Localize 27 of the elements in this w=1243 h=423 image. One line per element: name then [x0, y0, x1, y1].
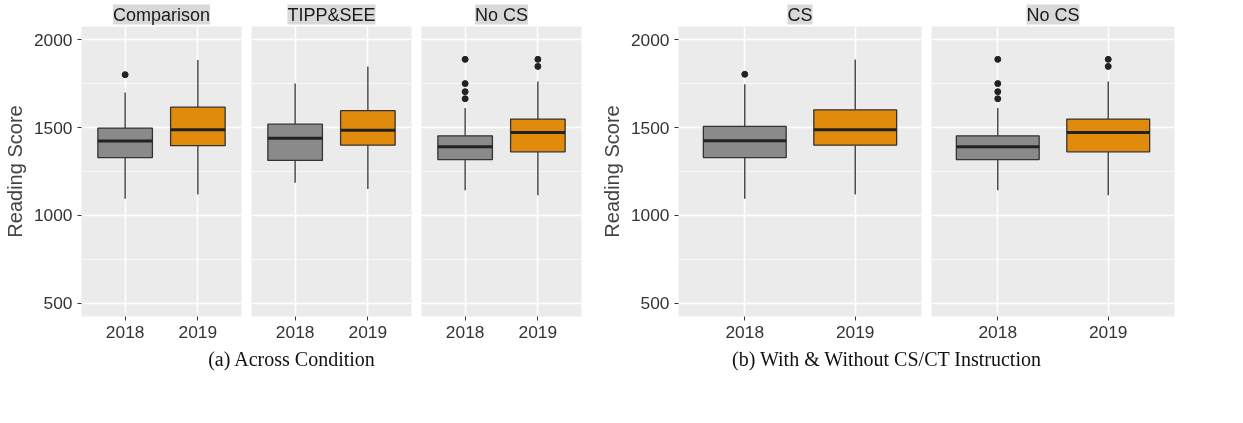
y-tick-label: 500 — [43, 293, 73, 314]
x-tick-label: 2019 — [518, 321, 558, 342]
chart-title: TIPP&SEE — [287, 4, 376, 25]
x-tick-label: 2018 — [105, 321, 145, 342]
y-tick-label: 1000 — [33, 205, 73, 226]
x-tick-label: 2019 — [348, 321, 388, 342]
y-tick-label: 1500 — [33, 117, 73, 138]
x-tick-label: 2018 — [275, 321, 315, 342]
y-tick-label: 2000 — [630, 29, 670, 50]
chart-title: CS — [787, 4, 813, 25]
y-tick-label: 2000 — [33, 29, 73, 50]
x-tick-label: 2018 — [978, 321, 1018, 342]
y-tick-label: 1000 — [630, 205, 670, 226]
x-tick-label: 2019 — [1088, 321, 1128, 342]
x-tick-label: 2019 — [178, 321, 218, 342]
y-axis-title: Reading Score — [600, 105, 623, 238]
text: (a) Across Condition — [208, 347, 375, 373]
y-tick-label: 500 — [640, 293, 670, 314]
text: (b) With & Without CS/CT Instruction — [732, 347, 1041, 373]
x-tick-label: 2018 — [725, 321, 765, 342]
y-tick-label: 1500 — [630, 117, 670, 138]
chart-title: No CS — [1026, 4, 1080, 25]
y-axis-title: Reading Score — [3, 105, 26, 238]
x-tick-label: 2018 — [445, 321, 485, 342]
chart-title: Comparison — [112, 4, 211, 25]
chart-title: No CS — [474, 4, 529, 25]
x-tick-label: 2019 — [835, 321, 875, 342]
